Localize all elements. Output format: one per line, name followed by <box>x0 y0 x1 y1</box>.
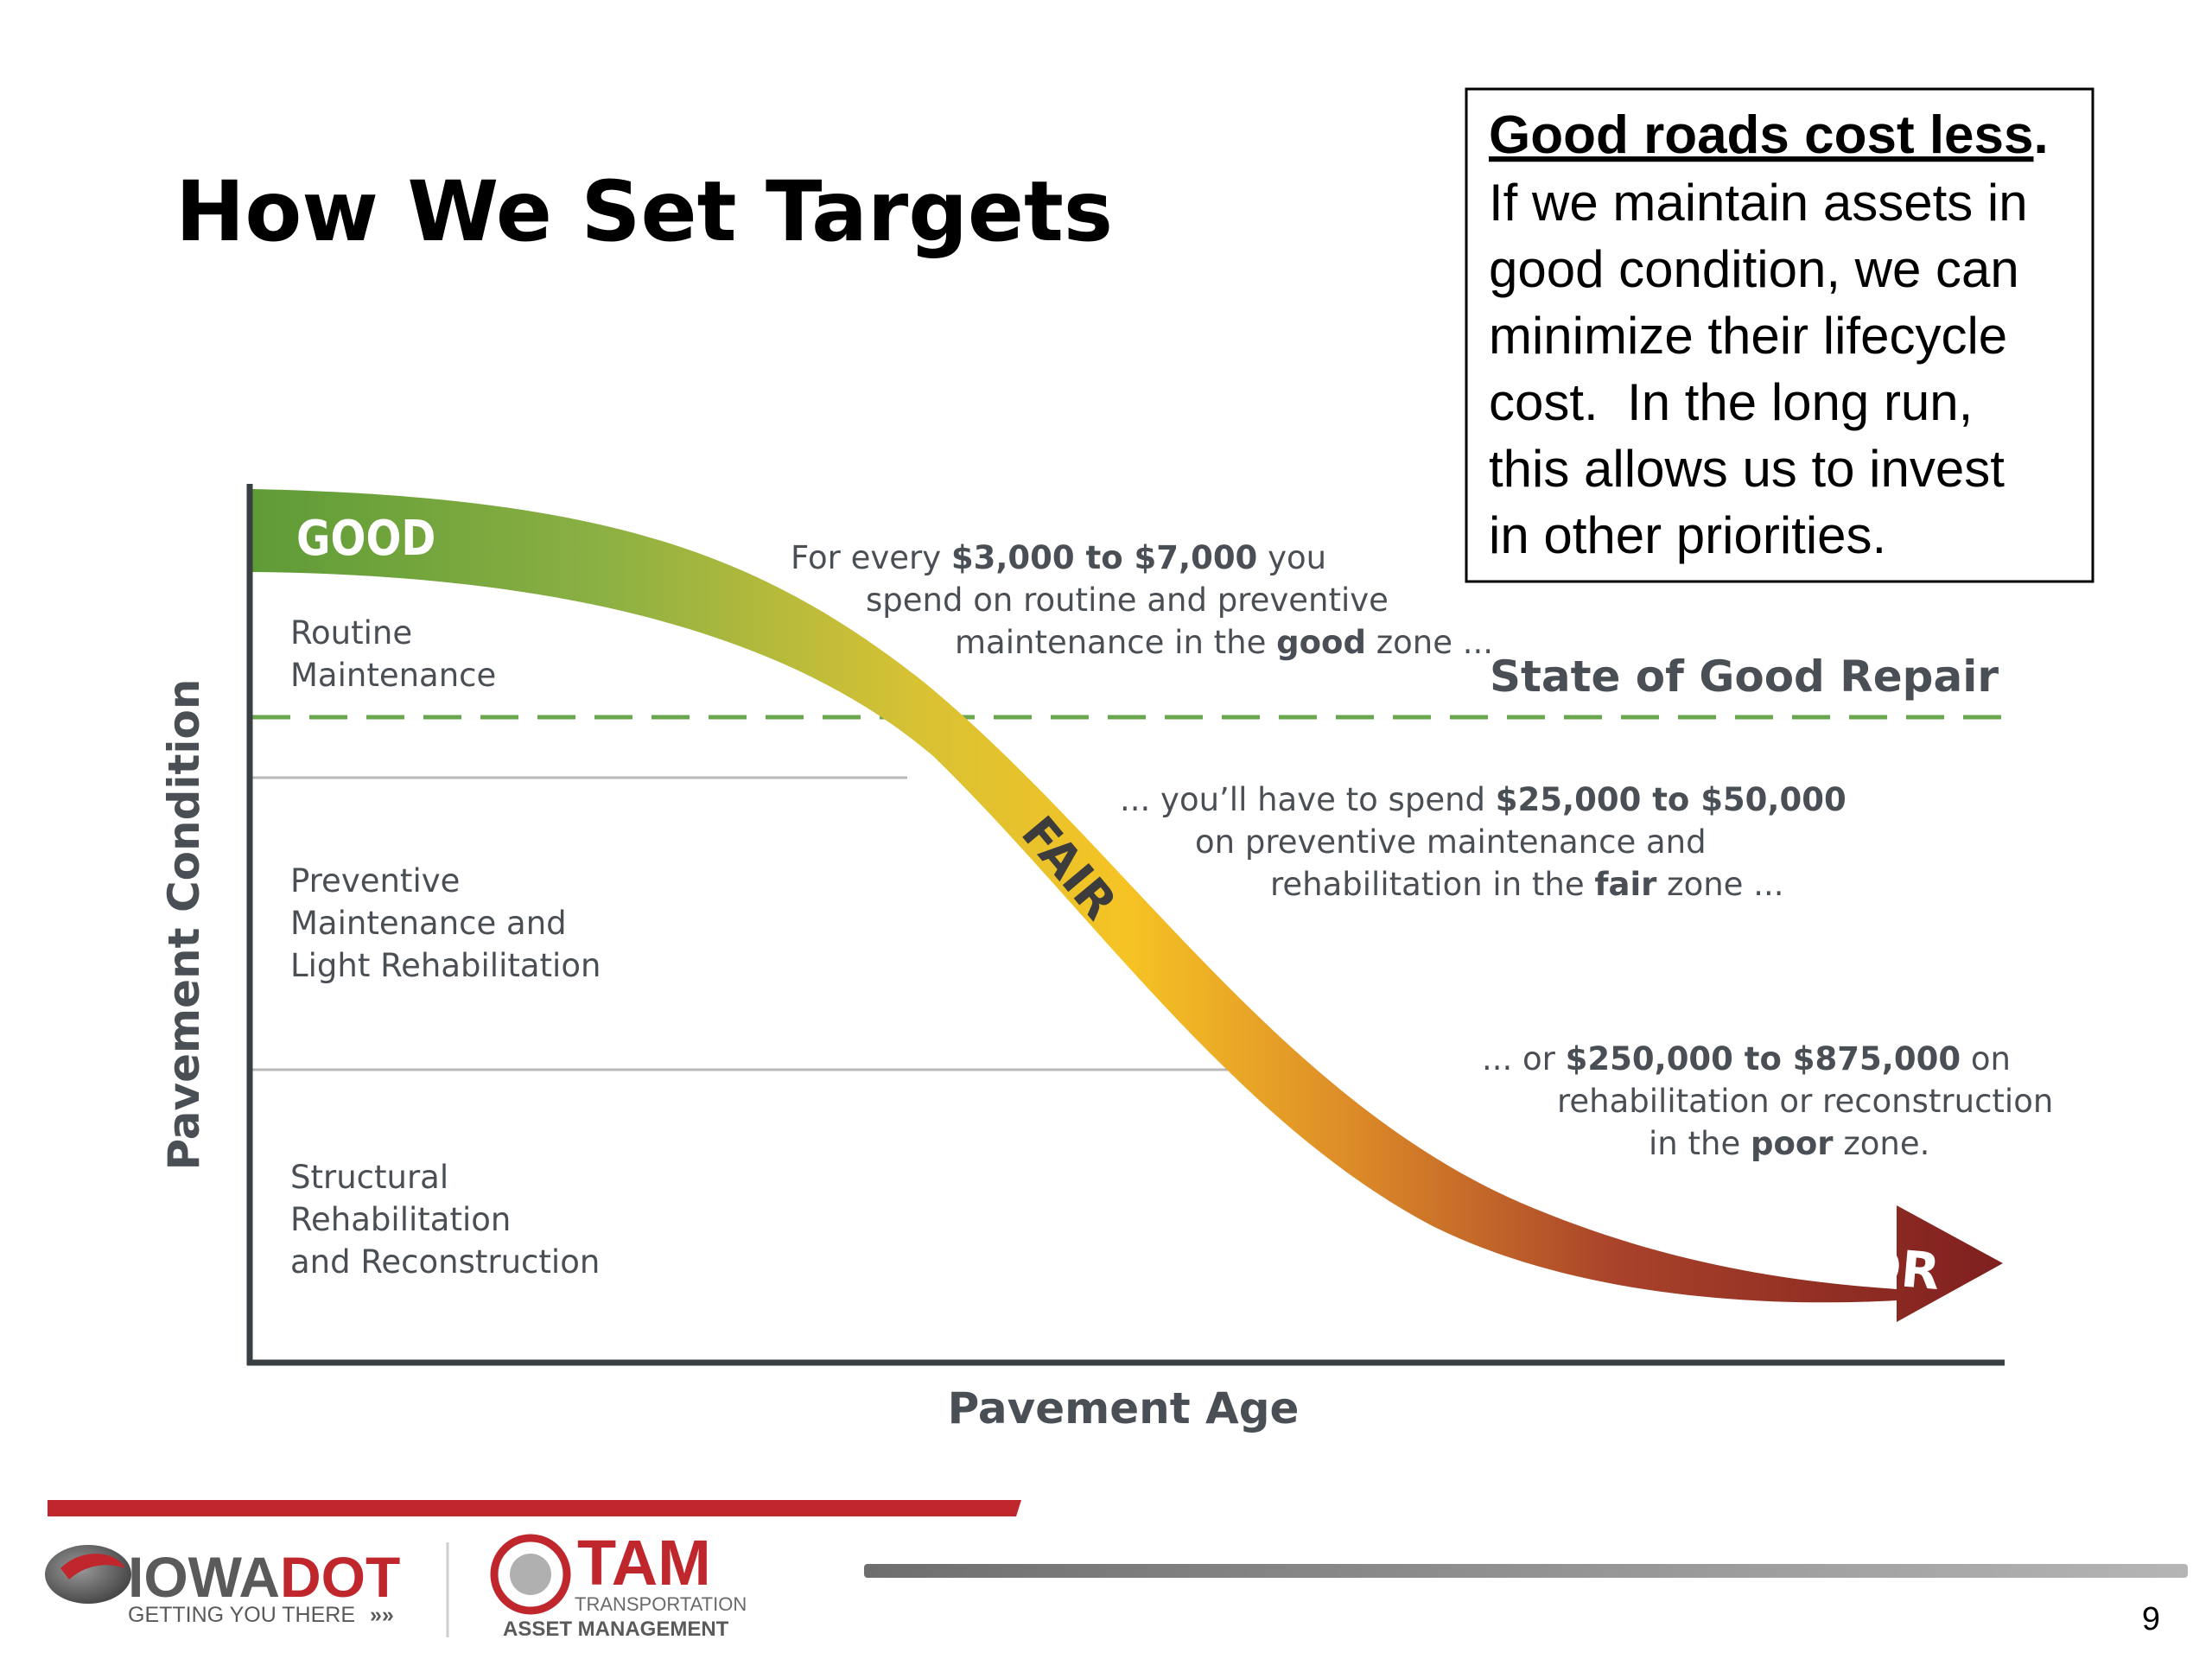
callout-line-4: cost. In the long run, <box>1489 373 1973 431</box>
callout-border <box>1465 87 2094 583</box>
pavement-diagram: GOOD FAIR POOR Pavement Condition Paveme… <box>159 484 2053 1433</box>
treatment-structural: Structural Rehabilitation and Reconstruc… <box>290 1159 600 1281</box>
treatment-preventive-line-2: Maintenance and <box>290 905 567 942</box>
page-number: 9 <box>2142 1601 2160 1637</box>
callout-heading-text: Good roads cost less <box>1489 105 2034 165</box>
state-of-good-repair-label: State of Good Repair <box>1490 652 1999 702</box>
annotation-fair-line-2: on preventive maintenance and <box>1195 823 1707 861</box>
iowadot-tagline: GETTING YOU THERE <box>128 1603 355 1627</box>
treatment-preventive: Preventive Maintenance and Light Rehabil… <box>290 862 601 984</box>
zone-label-poor: POOR <box>1777 1229 1942 1301</box>
deterioration-curve <box>252 489 2003 1322</box>
x-axis-label: Pavement Age <box>948 1383 1300 1433</box>
annotation-good-line-3: maintenance in the good zone ... <box>955 624 1493 661</box>
annotation-fair-line-3: rehabilitation in the fair zone ... <box>1270 866 1784 903</box>
tam-brand: TAM <box>577 1527 711 1599</box>
annotation-poor-line-2: rehabilitation or reconstruction <box>1557 1083 2053 1120</box>
iowadot-tagline-chevrons-icon: »» <box>370 1603 394 1627</box>
tam-logo: TAM TRANSPORTATION ASSET MANAGEMENT <box>490 1527 747 1641</box>
iowadot-logo: IOWADOT GETTING YOU THERE »» <box>45 1545 400 1627</box>
annotation-good-line-2: spend on routine and preventive <box>866 582 1389 619</box>
callout-line-6: in other priorities. <box>1489 506 1886 564</box>
annotation-good-line-1: For every $3,000 to $7,000 you <box>791 539 1326 576</box>
callout-line-5: this allows us to invest <box>1489 440 2005 498</box>
annotation-poor-line-1: ... or $250,000 to $875,000 on <box>1482 1040 2011 1077</box>
annotation-poor-line-3: in the poor zone. <box>1649 1125 1929 1162</box>
footer: IOWADOT GETTING YOU THERE »» TAM TRANSPO… <box>45 1500 2188 1641</box>
callout-line-3: minimize their lifecycle <box>1489 307 2007 365</box>
footer-gray-bar <box>864 1564 2188 1578</box>
callout-heading-period: . <box>2034 105 2049 165</box>
tam-logo-ring-icon <box>490 1534 571 1615</box>
annotation-fair-zone: ... you’ll have to spend $25,000 to $50,… <box>1120 781 1847 903</box>
treatment-preventive-line-1: Preventive <box>290 862 460 899</box>
tam-subtitle-2: ASSET MANAGEMENT <box>503 1618 729 1641</box>
treatment-routine: Routine Maintenance <box>290 614 496 694</box>
annotation-good-zone: For every $3,000 to $7,000 you spend on … <box>791 539 1493 661</box>
page-title: How We Set Targets <box>175 163 1113 260</box>
treatment-preventive-line-3: Light Rehabilitation <box>290 947 601 984</box>
annotation-poor-zone: ... or $250,000 to $875,000 on rehabilit… <box>1482 1040 2053 1162</box>
iowadot-brand: IOWADOT <box>128 1545 400 1609</box>
callout-heading: Good roads cost less. <box>1489 105 2049 165</box>
iowadot-swoosh-accent <box>60 1554 125 1580</box>
treatment-structural-line-3: and Reconstruction <box>290 1243 600 1281</box>
treatment-routine-line-1: Routine <box>290 614 412 652</box>
callout-line-2: good condition, we can <box>1489 240 2019 298</box>
footer-red-bar <box>48 1500 1021 1516</box>
treatment-routine-line-2: Maintenance <box>290 657 496 694</box>
treatment-structural-line-2: Rehabilitation <box>290 1201 511 1238</box>
tam-logo-core-icon <box>510 1554 551 1595</box>
tam-subtitle-1: TRANSPORTATION <box>575 1593 747 1615</box>
annotation-fair-line-1: ... you’ll have to spend $25,000 to $50,… <box>1120 781 1847 818</box>
y-axis-label: Pavement Condition <box>159 678 209 1170</box>
zone-label-good: GOOD <box>296 512 435 567</box>
callout-box: Good roads cost less. If we maintain ass… <box>1465 87 2094 583</box>
iowadot-swoosh-icon <box>45 1545 131 1604</box>
treatment-structural-line-1: Structural <box>290 1159 448 1196</box>
callout-line-1: If we maintain assets in <box>1489 174 2028 232</box>
